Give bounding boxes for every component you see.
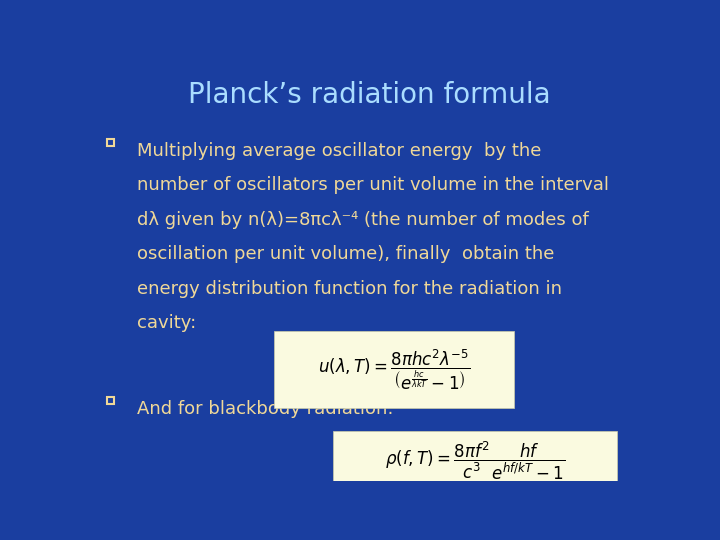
Text: $\rho(f,T) = \dfrac{8\pi f^2}{c^3}\dfrac{hf}{e^{hf/kT}-1}$: $\rho(f,T) = \dfrac{8\pi f^2}{c^3}\dfrac… xyxy=(385,440,565,482)
Text: oscillation per unit volume), finally  obtain the: oscillation per unit volume), finally ob… xyxy=(138,245,555,264)
Text: $u(\lambda,T) = \dfrac{8\pi hc^2\lambda^{-5}}{\left(e^{\frac{hc}{\lambda kT}}-1\: $u(\lambda,T) = \dfrac{8\pi hc^2\lambda^… xyxy=(318,347,470,392)
Text: cavity:: cavity: xyxy=(138,314,197,332)
Text: energy distribution function for the radiation in: energy distribution function for the rad… xyxy=(138,280,562,298)
Text: number of oscillators per unit volume in the interval: number of oscillators per unit volume in… xyxy=(138,176,609,194)
Text: And for blackbody radiation:: And for blackbody radiation: xyxy=(138,400,394,417)
Text: Multiplying average oscillator energy  by the: Multiplying average oscillator energy by… xyxy=(138,141,542,160)
FancyBboxPatch shape xyxy=(333,431,617,491)
Text: Planck’s radiation formula: Planck’s radiation formula xyxy=(188,82,550,110)
Text: dλ given by n(λ)=8πcλ⁻⁴ (the number of modes of: dλ given by n(λ)=8πcλ⁻⁴ (the number of m… xyxy=(138,211,589,229)
FancyBboxPatch shape xyxy=(274,331,514,408)
